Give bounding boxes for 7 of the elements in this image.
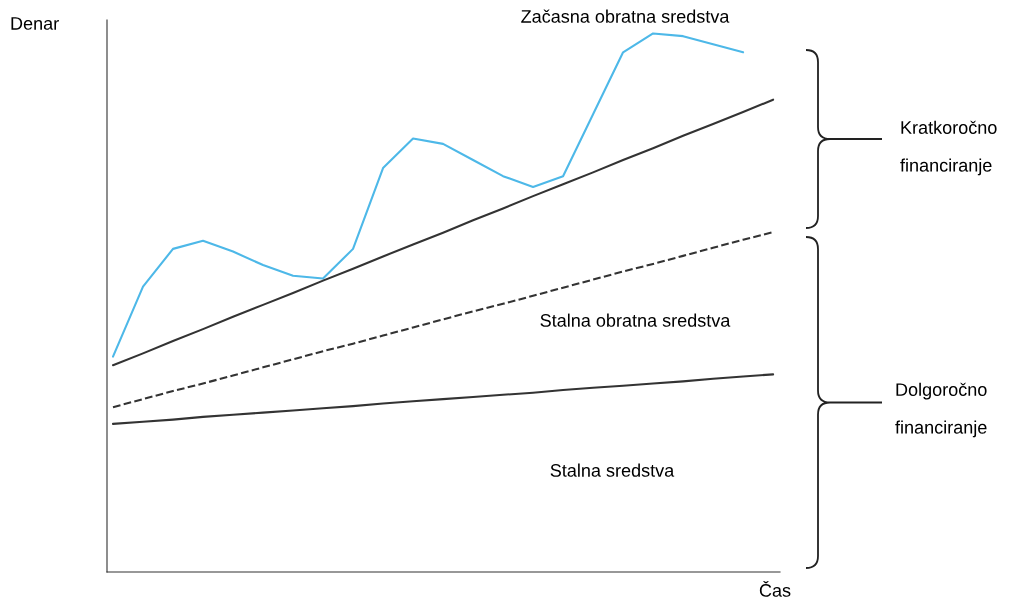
- x-axis-title: Čas: [759, 580, 791, 597]
- text: Dolgoročno financiranje: [895, 382, 987, 438]
- annotation: Stalna obratna sredstva: [540, 313, 731, 327]
- text: Začasna obratna sredstva: [521, 9, 730, 23]
- text: Kratkoročno financiranje: [900, 120, 997, 176]
- y-axis-title: Denar: [11, 17, 59, 30]
- annotation: Stalna sredstva: [550, 463, 675, 477]
